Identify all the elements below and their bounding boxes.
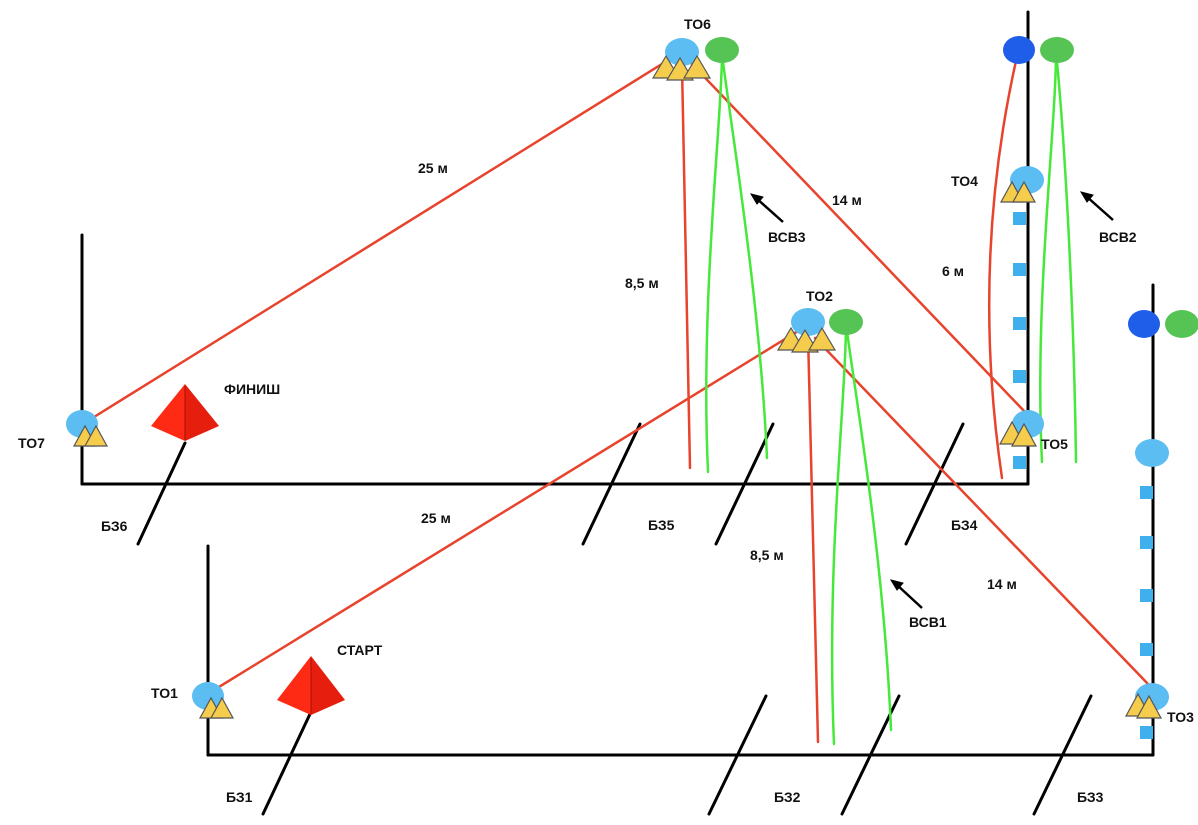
wall-marker bbox=[1013, 370, 1026, 383]
to1-triangle bbox=[209, 696, 235, 719]
wall-marker bbox=[1013, 456, 1026, 469]
vsv2-rope-a bbox=[1039, 50, 1058, 464]
lower-wall-point bbox=[1135, 439, 1169, 467]
rope-to2-to3 bbox=[813, 336, 1150, 686]
vsv1-rope-a bbox=[830, 322, 848, 746]
bz5-mark-right bbox=[714, 422, 775, 546]
to6-triangle bbox=[682, 54, 712, 79]
vsv1-anchor bbox=[829, 309, 863, 335]
bz6-mark bbox=[136, 441, 187, 546]
rope-to4-up bbox=[987, 50, 1020, 480]
stage-triangles bbox=[72, 54, 1163, 719]
rope-to6-to5 bbox=[688, 60, 1027, 414]
to7-label: ТО7 bbox=[18, 435, 45, 451]
vsv2-arrow-head-icon bbox=[1079, 191, 1094, 203]
finish-label: ФИНИШ bbox=[224, 381, 280, 397]
vsv2-anchor bbox=[1040, 37, 1074, 63]
wall-marker bbox=[1140, 643, 1153, 656]
lower-wall-green-anchor bbox=[1165, 310, 1198, 338]
frame-lines bbox=[80, 10, 1155, 757]
rope-to1-to2 bbox=[212, 326, 805, 692]
vsv1-rope-b bbox=[844, 322, 893, 732]
upper-wall-anchor bbox=[1003, 36, 1035, 64]
green-ropes bbox=[705, 50, 1078, 746]
vsv3-arrow-icon bbox=[755, 197, 784, 223]
bz4-label: БЗ4 bbox=[951, 517, 978, 533]
labels: ТО6 ТО4 ТО2 ТО5 ТО7 ТО1 ТО3 ФИНИШ СТАРТ … bbox=[18, 16, 1194, 805]
to3-triangle bbox=[1135, 694, 1163, 719]
distance-to6-to5: 14 м bbox=[832, 192, 862, 208]
bz6-label: БЗ6 bbox=[101, 518, 128, 534]
wall-marker bbox=[1013, 263, 1026, 276]
vsv3-rope-a bbox=[705, 52, 724, 474]
rope-to6-down bbox=[680, 64, 692, 470]
to7-triangle bbox=[83, 424, 109, 447]
bz4-mark bbox=[904, 422, 965, 546]
rope-to7-to6 bbox=[84, 52, 680, 424]
bz2-label: БЗ2 bbox=[774, 789, 801, 805]
wall-marker bbox=[1013, 212, 1026, 225]
bz1-mark bbox=[261, 712, 312, 816]
bz2-mark-left bbox=[707, 694, 768, 816]
red-ropes bbox=[84, 50, 1150, 744]
to1-point bbox=[192, 682, 224, 710]
rope-to2-down bbox=[806, 332, 820, 744]
distance-to6-down: 8,5 м bbox=[625, 275, 659, 291]
distance-to1-to2: 25 м bbox=[421, 510, 451, 526]
bz5-mark-left bbox=[581, 422, 642, 546]
start-pyramid-right-face bbox=[311, 656, 345, 715]
vsv3-label: ВСВ3 bbox=[768, 229, 806, 245]
wall-marker bbox=[1140, 486, 1153, 499]
to2-point bbox=[791, 308, 825, 336]
bz3-mark bbox=[1032, 694, 1093, 816]
distance-to2-down: 8,5 м bbox=[750, 547, 784, 563]
vsv2-arrow-icon bbox=[1085, 195, 1114, 221]
vsv1-arrow-icon bbox=[895, 583, 923, 609]
to1-label: ТО1 bbox=[151, 685, 178, 701]
wall-marker bbox=[1140, 536, 1153, 549]
vsv1-arrow-head-icon bbox=[889, 579, 904, 591]
finish-pyramid bbox=[151, 384, 219, 441]
vsv3-rope-b bbox=[720, 52, 769, 460]
start-pyramid-left-face bbox=[277, 656, 311, 715]
bz1-label: БЗ1 bbox=[226, 789, 253, 805]
vsv3-arrow-head-icon bbox=[749, 193, 764, 205]
to5-label: ТО5 bbox=[1041, 436, 1068, 452]
vsv-arrows bbox=[749, 191, 1114, 609]
finish-pyramid-left-face bbox=[151, 384, 185, 441]
to5-triangle bbox=[1010, 422, 1038, 447]
to4-triangle bbox=[1011, 180, 1037, 203]
to2-label: ТО2 bbox=[806, 288, 833, 304]
lower-wall-anchor bbox=[1128, 310, 1160, 338]
to3-label: ТО3 bbox=[1167, 709, 1194, 725]
start-label: СТАРТ bbox=[337, 642, 383, 658]
wall-marker bbox=[1013, 317, 1026, 330]
wall-markers bbox=[1013, 212, 1153, 739]
to4-point bbox=[1010, 166, 1044, 194]
start-pyramid bbox=[277, 656, 345, 715]
to6-label: ТО6 bbox=[684, 16, 711, 32]
wall-marker bbox=[1140, 726, 1153, 739]
wall-marker bbox=[1140, 589, 1153, 602]
to4-label: ТО4 bbox=[951, 173, 978, 189]
to6-point bbox=[665, 38, 699, 66]
finish-pyramid-right-face bbox=[185, 384, 219, 441]
distance-to7-to6: 25 м bbox=[418, 160, 448, 176]
vsv1-label: ВСВ1 bbox=[909, 614, 947, 630]
to2-triangle bbox=[807, 326, 837, 351]
distance-to2-to3: 14 м bbox=[987, 576, 1017, 592]
vsv2-label: ВСВ2 bbox=[1099, 229, 1137, 245]
bz5-label: БЗ5 bbox=[648, 517, 675, 533]
bz3-label: БЗ3 bbox=[1077, 789, 1104, 805]
to7-point bbox=[66, 410, 98, 438]
distance-to4-up: 6 м bbox=[942, 263, 964, 279]
vsv3-anchor bbox=[705, 37, 739, 63]
vsv2-rope-b bbox=[1054, 50, 1078, 464]
